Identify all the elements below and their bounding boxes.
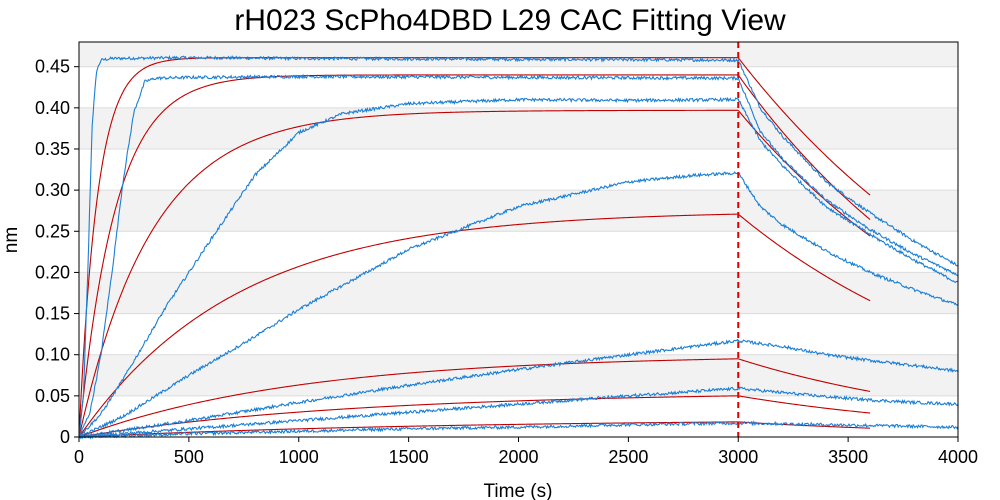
y-tick-label: 0.35: [35, 139, 70, 159]
y-tick-label: 0.05: [35, 386, 70, 406]
chart-title: rH023 ScPho4DBD L29 CAC Fitting View: [234, 4, 786, 37]
x-tick-label: 2000: [498, 447, 538, 467]
association-data-curve: [78, 96, 739, 439]
grid-band: [79, 107, 958, 149]
y-tick-label: 0.20: [35, 262, 70, 282]
association-fit-curve: [78, 421, 739, 438]
y-tick-label: 0.25: [35, 221, 70, 241]
association-fit-curve: [78, 109, 739, 438]
dissociation-data-curve: [737, 77, 959, 277]
association-data-curve: [78, 338, 739, 440]
dissociation-fit-curve: [738, 358, 871, 392]
x-tick-label: 3500: [828, 447, 868, 467]
association-data-curve: [78, 54, 739, 437]
grid-band: [79, 190, 958, 232]
dissociation-fit-curve: [737, 74, 871, 220]
x-tick-label: 4000: [938, 447, 978, 467]
dissociation-data-curve: [737, 98, 959, 283]
association-fit-curve: [78, 57, 739, 438]
dissociation-data-curve: [737, 59, 959, 267]
x-axis-ticks: 0 500 1000 1500 2000 2500 3000 3500 4000: [74, 437, 978, 467]
x-axis-label: Time (s): [484, 481, 553, 500]
x-tick-label: 0: [74, 447, 84, 467]
x-tick-label: 1000: [279, 447, 319, 467]
measured-curves: [78, 54, 959, 440]
y-tick-label: 0.30: [35, 180, 70, 200]
dissociation-fit-curve: [737, 213, 871, 302]
association-data-curve: [78, 386, 739, 439]
grid-band: [79, 354, 958, 396]
y-axis-ticks: 0 0.05 0.10 0.15 0.20 0.25 0.30 0.35 0.40 0.45: [35, 57, 79, 447]
y-tick-label: 0.15: [35, 304, 70, 324]
association-data-curve: [78, 73, 739, 438]
dissociation-data-curve: [738, 172, 959, 306]
x-tick-label: 3000: [718, 447, 758, 467]
y-tick-label: 0: [60, 427, 70, 447]
background-bands: [79, 42, 958, 396]
dissociation-data-curve: [737, 420, 959, 430]
association-fit-curve: [78, 74, 739, 438]
x-tick-label: 2500: [608, 447, 648, 467]
grid-band: [79, 272, 958, 314]
grid-band: [79, 42, 958, 67]
y-tick-label: 0.10: [35, 345, 70, 365]
y-axis-label: nm: [1, 227, 22, 253]
x-tick-label: 500: [174, 447, 204, 467]
y-tick-label: 0.45: [35, 57, 70, 77]
gridlines: [79, 66, 958, 438]
association-fit-curve: [78, 213, 739, 438]
x-tick-label: 1500: [389, 447, 429, 467]
association-data-curve: [78, 421, 739, 440]
dissociation-data-curve: [737, 339, 959, 373]
association-fit-curve: [78, 358, 739, 438]
dissociation-fit-curve: [737, 57, 871, 196]
dissociation-data-curve: [738, 386, 959, 407]
association-data-curve: [78, 170, 739, 438]
dissociation-fit-curve: [738, 395, 871, 414]
y-tick-label: 0.40: [35, 98, 70, 118]
